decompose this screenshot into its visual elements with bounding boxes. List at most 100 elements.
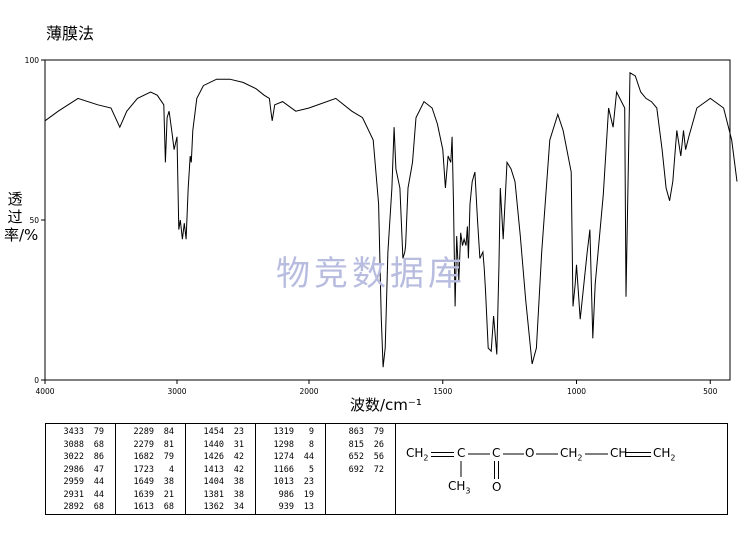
peak-row: 1723 4 <box>120 464 185 477</box>
y-axis-label: 透过率/% <box>4 190 39 244</box>
peak-row: 863 79 <box>330 426 395 439</box>
carbon-1: C <box>457 446 466 460</box>
peak-transmittance: 56 <box>373 452 384 462</box>
spectrum-line <box>44 71 738 368</box>
peak-row: 1613 68 <box>120 501 185 514</box>
peak-transmittance: 68 <box>93 439 104 450</box>
peak-wavenumber: 1013 <box>273 477 294 487</box>
peak-wavenumber: 939 <box>278 502 294 512</box>
peaks-column: 2289 84 2279 81 1682 79 1723 4 1649 38 1639 21 1613 6… <box>116 424 186 514</box>
peak-transmittance: 79 <box>93 427 104 437</box>
peak-wavenumber: 1454 <box>203 427 224 437</box>
peaks-column: 1454 23 1440 31 1426 42 1413 42 1404 38 1381 38 1362… <box>186 424 256 514</box>
methyl-group: CH3 <box>448 479 471 496</box>
x-tick-label: 2000 <box>299 387 318 396</box>
peak-transmittance: 79 <box>373 427 384 437</box>
peak-row: 2279 81 <box>120 439 185 452</box>
peak-row: 1013 23 <box>260 476 325 489</box>
carbon-2: C <box>492 446 501 460</box>
peak-wavenumber: 1440 <box>203 439 224 450</box>
peak-row: 815 26 <box>330 439 395 452</box>
peaks-table: 3433 79 3088 68 3022 86 2986 47 2959 44 2931 44 2892… <box>45 423 728 515</box>
peak-row: 692 72 <box>330 464 395 477</box>
peak-wavenumber: 3022 <box>63 452 84 462</box>
peak-row: 2289 84 <box>120 426 185 439</box>
peak-row: 1166 5 <box>260 464 325 477</box>
ch-vinyl: CH <box>610 446 628 460</box>
peak-transmittance: 38 <box>233 477 244 487</box>
peak-wavenumber: 2289 <box>133 427 154 437</box>
peak-wavenumber: 652 <box>348 452 364 462</box>
peak-wavenumber: 1413 <box>203 464 224 475</box>
peak-wavenumber: 2279 <box>133 439 154 450</box>
ch2-middle: CH2 <box>560 446 583 463</box>
peak-wavenumber: 2892 <box>63 502 84 512</box>
peak-transmittance: 38 <box>163 477 174 487</box>
peak-transmittance: 72 <box>373 464 384 475</box>
peak-transmittance: 19 <box>303 489 314 500</box>
peak-wavenumber: 1613 <box>133 502 154 512</box>
peak-wavenumber: 815 <box>348 439 364 450</box>
x-tick-label: 1000 <box>567 387 586 396</box>
peaks-column: 3433 79 3088 68 3022 86 2986 47 2959 44 2931 44 2892… <box>46 424 116 514</box>
peak-transmittance: 31 <box>233 439 244 450</box>
peak-row: 2986 47 <box>50 464 115 477</box>
peak-wavenumber: 1404 <box>203 477 224 487</box>
peak-row: 3433 79 <box>50 426 115 439</box>
peak-wavenumber: 1381 <box>203 489 224 500</box>
peak-transmittance: 86 <box>93 452 104 462</box>
peak-transmittance: 79 <box>163 452 174 462</box>
peak-wavenumber: 1319 <box>273 427 294 437</box>
peak-row: 1426 42 <box>190 451 255 464</box>
peak-wavenumber: 1274 <box>273 452 294 462</box>
y-tick-label: 50 <box>29 216 39 225</box>
peak-wavenumber: 3433 <box>63 427 84 437</box>
peak-wavenumber: 863 <box>348 427 364 437</box>
method-label: 薄膜法 <box>46 24 95 43</box>
peak-transmittance: 5 <box>308 464 314 475</box>
peak-transmittance: 4 <box>168 464 174 475</box>
peak-row: 1404 38 <box>190 476 255 489</box>
peak-row: 2892 68 <box>50 501 115 514</box>
peak-wavenumber: 1298 <box>273 439 294 450</box>
peak-transmittance: 9 <box>308 427 314 437</box>
y-tick-label: 100 <box>25 56 40 65</box>
peak-row: 1319 9 <box>260 426 325 439</box>
peak-transmittance: 42 <box>233 452 244 462</box>
peak-transmittance: 68 <box>163 502 174 512</box>
peak-transmittance: 47 <box>93 464 104 475</box>
peak-transmittance: 38 <box>233 489 244 500</box>
peak-transmittance: 44 <box>303 452 314 462</box>
ester-oxygen: O <box>525 446 535 460</box>
ch2-left: CH2 <box>406 446 429 463</box>
peak-wavenumber: 3088 <box>63 439 84 450</box>
peak-transmittance: 81 <box>163 439 174 450</box>
peak-row: 1649 38 <box>120 476 185 489</box>
peak-wavenumber: 1426 <box>203 452 224 462</box>
peak-row: 2931 44 <box>50 489 115 502</box>
peak-transmittance: 68 <box>93 502 104 512</box>
peak-wavenumber: 1649 <box>133 477 154 487</box>
peak-row: 986 19 <box>260 489 325 502</box>
peak-row: 3022 86 <box>50 451 115 464</box>
peaks-column: 1319 9 1298 8 1274 44 1166 5 1013 23 986 19 939 13 <box>256 424 326 514</box>
peak-wavenumber: 2959 <box>63 477 84 487</box>
peak-row: 1639 21 <box>120 489 185 502</box>
peak-wavenumber: 2986 <box>63 464 84 475</box>
peak-row: 1381 38 <box>190 489 255 502</box>
peak-transmittance: 44 <box>93 489 104 500</box>
x-axis-label: 波数/cm⁻¹ <box>350 396 422 414</box>
peak-row: 3088 68 <box>50 439 115 452</box>
peak-transmittance: 26 <box>373 439 384 450</box>
y-tick-label: 0 <box>34 376 39 385</box>
peak-transmittance: 23 <box>303 477 314 487</box>
x-tick-label: 4000 <box>35 387 54 396</box>
peak-transmittance: 8 <box>308 439 314 450</box>
x-tick-label: 1500 <box>433 387 452 396</box>
peak-wavenumber: 1639 <box>133 489 154 500</box>
peak-row: 1440 31 <box>190 439 255 452</box>
structure-bonds <box>431 452 651 479</box>
peak-row: 939 13 <box>260 501 325 514</box>
peak-row: 1362 34 <box>190 501 255 514</box>
peaks-column: 863 79 815 26 652 56 692 72 <box>326 424 396 514</box>
